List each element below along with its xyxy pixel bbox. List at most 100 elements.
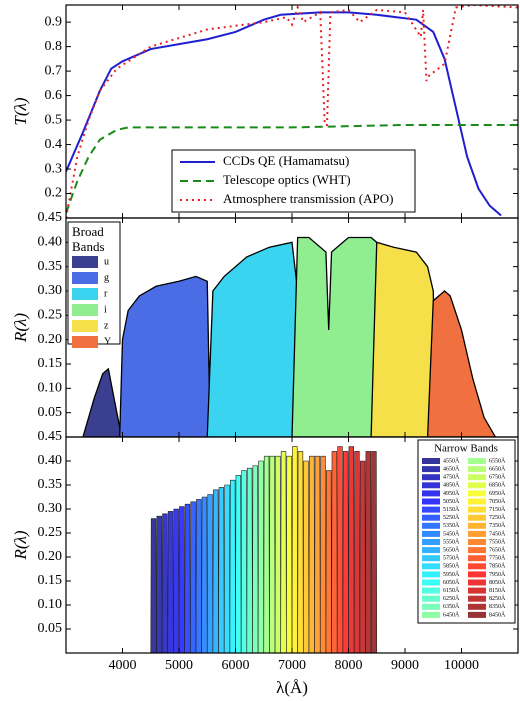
y-tick-label: 0.05 xyxy=(38,621,63,636)
y-tick-label: 0.05 xyxy=(38,405,63,420)
legend-label: Telescope optics (WHT) xyxy=(223,172,351,187)
y-tick-label: 0.25 xyxy=(38,525,63,540)
narrow-band xyxy=(280,451,287,653)
y-tick-label: 0.2 xyxy=(45,186,63,201)
x-tick-label: 7000 xyxy=(278,658,306,673)
legend-label: i xyxy=(104,304,107,315)
plot-area xyxy=(66,5,518,218)
legend-label: 7050Å xyxy=(489,497,506,505)
narrow-band xyxy=(348,446,355,653)
y-tick-label: 0.40 xyxy=(38,235,63,250)
legend-swatch xyxy=(422,490,440,497)
narrow-band xyxy=(201,496,208,653)
narrow-band xyxy=(223,484,231,653)
y-tick-label: 0.7 xyxy=(45,63,63,78)
narrow-band xyxy=(246,467,253,653)
legend-label: 7650Å xyxy=(489,545,506,553)
narrow-band xyxy=(206,494,214,653)
legend-label: 5150Å xyxy=(443,505,460,513)
legend-label: Y xyxy=(104,336,111,347)
narrow-band xyxy=(156,515,163,653)
legend-label: 5050Å xyxy=(443,497,460,505)
y-tick-label: 0.4 xyxy=(45,137,63,152)
legend-swatch xyxy=(422,482,440,489)
legend-label: 8150Å xyxy=(489,586,506,594)
y-tick-label: 0.20 xyxy=(38,332,63,347)
y-tick-label: 0.6 xyxy=(45,88,63,103)
panel: 0.05 0.10 0.15 0.20 0.25 0.30 0.35 0.40 0.45 4000… xyxy=(11,429,519,697)
legend-label: 5450Å xyxy=(443,529,460,537)
legend-label: 7150Å xyxy=(489,505,506,513)
narrow-band xyxy=(325,470,332,653)
legend-swatch xyxy=(468,595,486,602)
legend-label: 8350Å xyxy=(489,602,506,610)
legend-swatch xyxy=(468,482,486,489)
band-area xyxy=(206,241,302,437)
legend-swatch xyxy=(468,563,486,570)
legend-label: g xyxy=(104,272,109,283)
legend-swatch xyxy=(468,458,486,464)
narrow-band xyxy=(331,451,338,653)
y-tick-label: 0.10 xyxy=(38,381,63,396)
legend-label: 8450Å xyxy=(489,610,506,618)
legend-swatch xyxy=(468,547,486,554)
legend-swatch xyxy=(72,272,98,284)
y-tick-label: 0.15 xyxy=(38,573,63,588)
y-tick-label: 0.30 xyxy=(38,501,63,516)
legend-label: 6850Å xyxy=(489,481,506,489)
x-tick-label: 10000 xyxy=(444,658,479,673)
narrow-band xyxy=(286,455,293,653)
legend-label: 6050Å xyxy=(443,578,460,586)
band-area xyxy=(82,367,124,437)
legend-label: 4550Å xyxy=(443,456,460,464)
legend-swatch xyxy=(422,611,440,618)
legend-swatch xyxy=(422,530,440,537)
legend-title: Broad Bands xyxy=(72,224,105,254)
narrow-band xyxy=(229,479,236,653)
legend-swatch xyxy=(422,547,440,554)
narrow-band xyxy=(263,455,270,653)
legend-swatch xyxy=(422,563,440,570)
y-tick-label: 0.35 xyxy=(38,259,63,274)
legend-swatch xyxy=(468,571,486,578)
narrow-band xyxy=(252,465,259,653)
legend-label: 5350Å xyxy=(443,521,460,529)
narrow-band xyxy=(218,487,225,653)
legend-swatch xyxy=(422,498,440,505)
narrow-band xyxy=(302,460,310,653)
legend-swatch xyxy=(468,474,486,481)
legend-swatch xyxy=(422,539,440,545)
y-tick-label: 0.15 xyxy=(38,356,63,371)
legend-label: 5250Å xyxy=(443,513,460,521)
legend-label: 5950Å xyxy=(443,570,460,578)
legend-label: 8250Å xyxy=(489,594,506,602)
narrow-band xyxy=(297,451,304,653)
y-tick-label: 0.3 xyxy=(45,161,63,176)
legend-swatch xyxy=(468,555,486,562)
y-axis-label: T(λ) xyxy=(11,97,30,125)
legend-label: Atmosphere transmission (APO) xyxy=(223,191,393,206)
legend-label: 6950Å xyxy=(489,489,506,497)
legend-label: 5650Å xyxy=(443,545,460,553)
y-tick-label: 0.5 xyxy=(45,112,63,127)
x-tick-label: 6000 xyxy=(222,658,250,673)
legend-label: z xyxy=(104,320,109,331)
band-area xyxy=(370,241,437,437)
legend-label: 6550Å xyxy=(489,456,506,464)
legend-label: 4650Å xyxy=(443,464,460,472)
y-tick-label: 0.20 xyxy=(38,549,63,564)
legend-swatch xyxy=(72,336,98,348)
legend-swatch xyxy=(422,579,440,586)
legend-label: 6450Å xyxy=(443,610,460,618)
legend: CCDs QE (Hamamatsu) Telescope optics (WHT… xyxy=(171,149,416,213)
x-tick-label: 9000 xyxy=(391,658,419,673)
band-area xyxy=(426,290,497,437)
legend-swatch xyxy=(468,611,486,618)
legend-swatch xyxy=(422,595,440,602)
legend-swatch xyxy=(468,466,486,473)
narrow-band xyxy=(370,451,378,653)
legend-label: 4950Å xyxy=(443,489,460,497)
legend-swatch xyxy=(422,474,440,481)
legend-swatch xyxy=(468,506,486,513)
legend-swatch xyxy=(468,514,486,521)
